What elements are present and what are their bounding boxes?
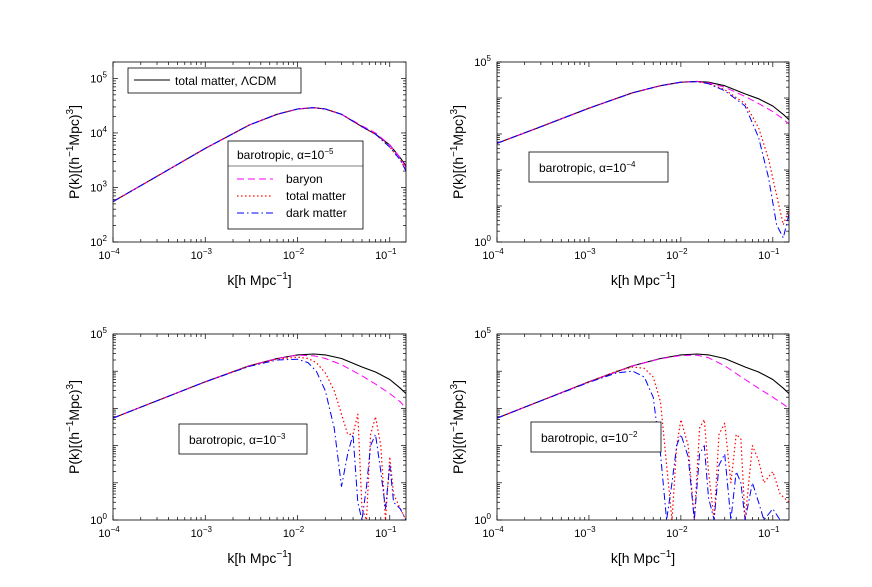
y-axis-label: P(k)[(h−1Mpc)3] [449,380,466,474]
series-total-matter [497,80,789,226]
y-tick-label: 102 [90,234,107,249]
x-tick-label: 10−2 [666,525,688,540]
series-total-matter [497,366,789,520]
series-group [497,353,789,520]
y-tick-label: 100 [474,234,491,249]
legend-box [530,421,662,453]
x-tick-label: 10−3 [574,525,596,540]
y-tick-label: 103 [90,179,107,194]
x-tick-label: 10−2 [283,525,305,540]
legend-barotropic: barotropic, α=10−5 baryon total matter dark… [227,140,364,230]
legend-lcdm: total matter, ΛCDM [127,67,302,94]
series-total-matter [113,107,406,203]
y-tick-label: 100 [90,512,107,527]
legend-box [178,423,308,455]
legend-title: barotropic, α=10−4 [539,160,636,175]
x-tick-label: 10−1 [375,247,397,262]
x-tick-label: 10−1 [758,247,780,262]
x-tick-label: 10−4 [482,247,504,262]
series-dark-matter [497,81,789,239]
series-dark-matter [497,370,789,520]
y-tick-label: 104 [90,125,107,140]
legend-title: barotropic, α=10−2 [541,430,638,445]
legend-label: total matter, ΛCDM [175,74,276,88]
axes-frame [496,61,790,243]
y-tick-label: 105 [474,326,491,341]
y-tick-label: 105 [90,326,107,341]
legend-title: barotropic, α=10−5 [237,147,334,162]
series-baryon [113,107,406,203]
legend-barotropic: barotropic, α=10−3 [178,423,308,455]
x-tick-label: 10−1 [758,525,780,540]
legend-box [528,151,669,183]
x-axis-label: k[h Mpc−1] [611,549,675,566]
legend-barotropic: barotropic, α=10−2 [530,421,662,453]
series-dark-matter [113,358,406,520]
x-tick-label: 10−3 [574,247,596,262]
x-tick-label: 10−3 [191,525,213,540]
y-axis-label: P(k)[(h−1Mpc)3] [449,105,466,199]
x-tick-label: 10−4 [98,525,120,540]
legend-entry-label: dark matter [286,206,347,220]
panel-top-left: 10−4 10−3 10−2 10−1 102 103 104 105 k[h Mpc−1] P(… [65,61,407,288]
x-axis-label: k[h Mpc−1] [611,271,675,288]
axes-frame [112,333,407,521]
panel-bottom-left: 10−4 10−3 10−2 10−1 100 105 k[h Mpc−1] P(k)[(h−… [65,326,407,566]
x-tick-label: 10−3 [191,247,213,262]
series-group [497,80,789,239]
legend-title: barotropic, α=10−3 [189,432,286,447]
x-axis-label: k[h Mpc−1] [227,271,291,288]
panel-bottom-right: 10−4 10−3 10−2 10−1 100 105 k[h Mpc−1] P(k)[(h−… [449,326,790,566]
y-axis-label: P(k)[(h−1Mpc)3] [65,105,82,199]
x-axis-label: k[h Mpc−1] [227,549,291,566]
legend-barotropic: barotropic, α=10−4 [528,151,669,183]
series-total-matter-lcdm [497,353,789,419]
x-tick-label: 10−4 [98,247,120,262]
panel-top-right: 10−4 10−3 10−2 10−1 100 105 k[h Mpc−1] P(k)[(h−… [449,54,790,288]
y-axis-label: P(k)[(h−1Mpc)3] [65,380,82,474]
y-tick-label: 105 [474,54,491,69]
x-tick-label: 10−2 [666,247,688,262]
x-tick-label: 10−4 [482,525,504,540]
series-baryon [497,81,789,144]
x-tick-label: 10−1 [375,525,397,540]
series-group [113,107,406,203]
axes-frame [112,61,407,243]
axes-frame [496,333,790,521]
x-tick-label: 10−2 [283,247,305,262]
y-tick-label: 105 [90,70,107,85]
legend-entry-label: baryon [286,172,323,186]
series-group [113,353,406,520]
legend-box [227,140,364,230]
legend-entry-label: total matter [286,189,346,203]
series-total-matter [113,356,406,520]
y-tick-label: 100 [474,512,491,527]
series-dark-matter [113,107,406,203]
